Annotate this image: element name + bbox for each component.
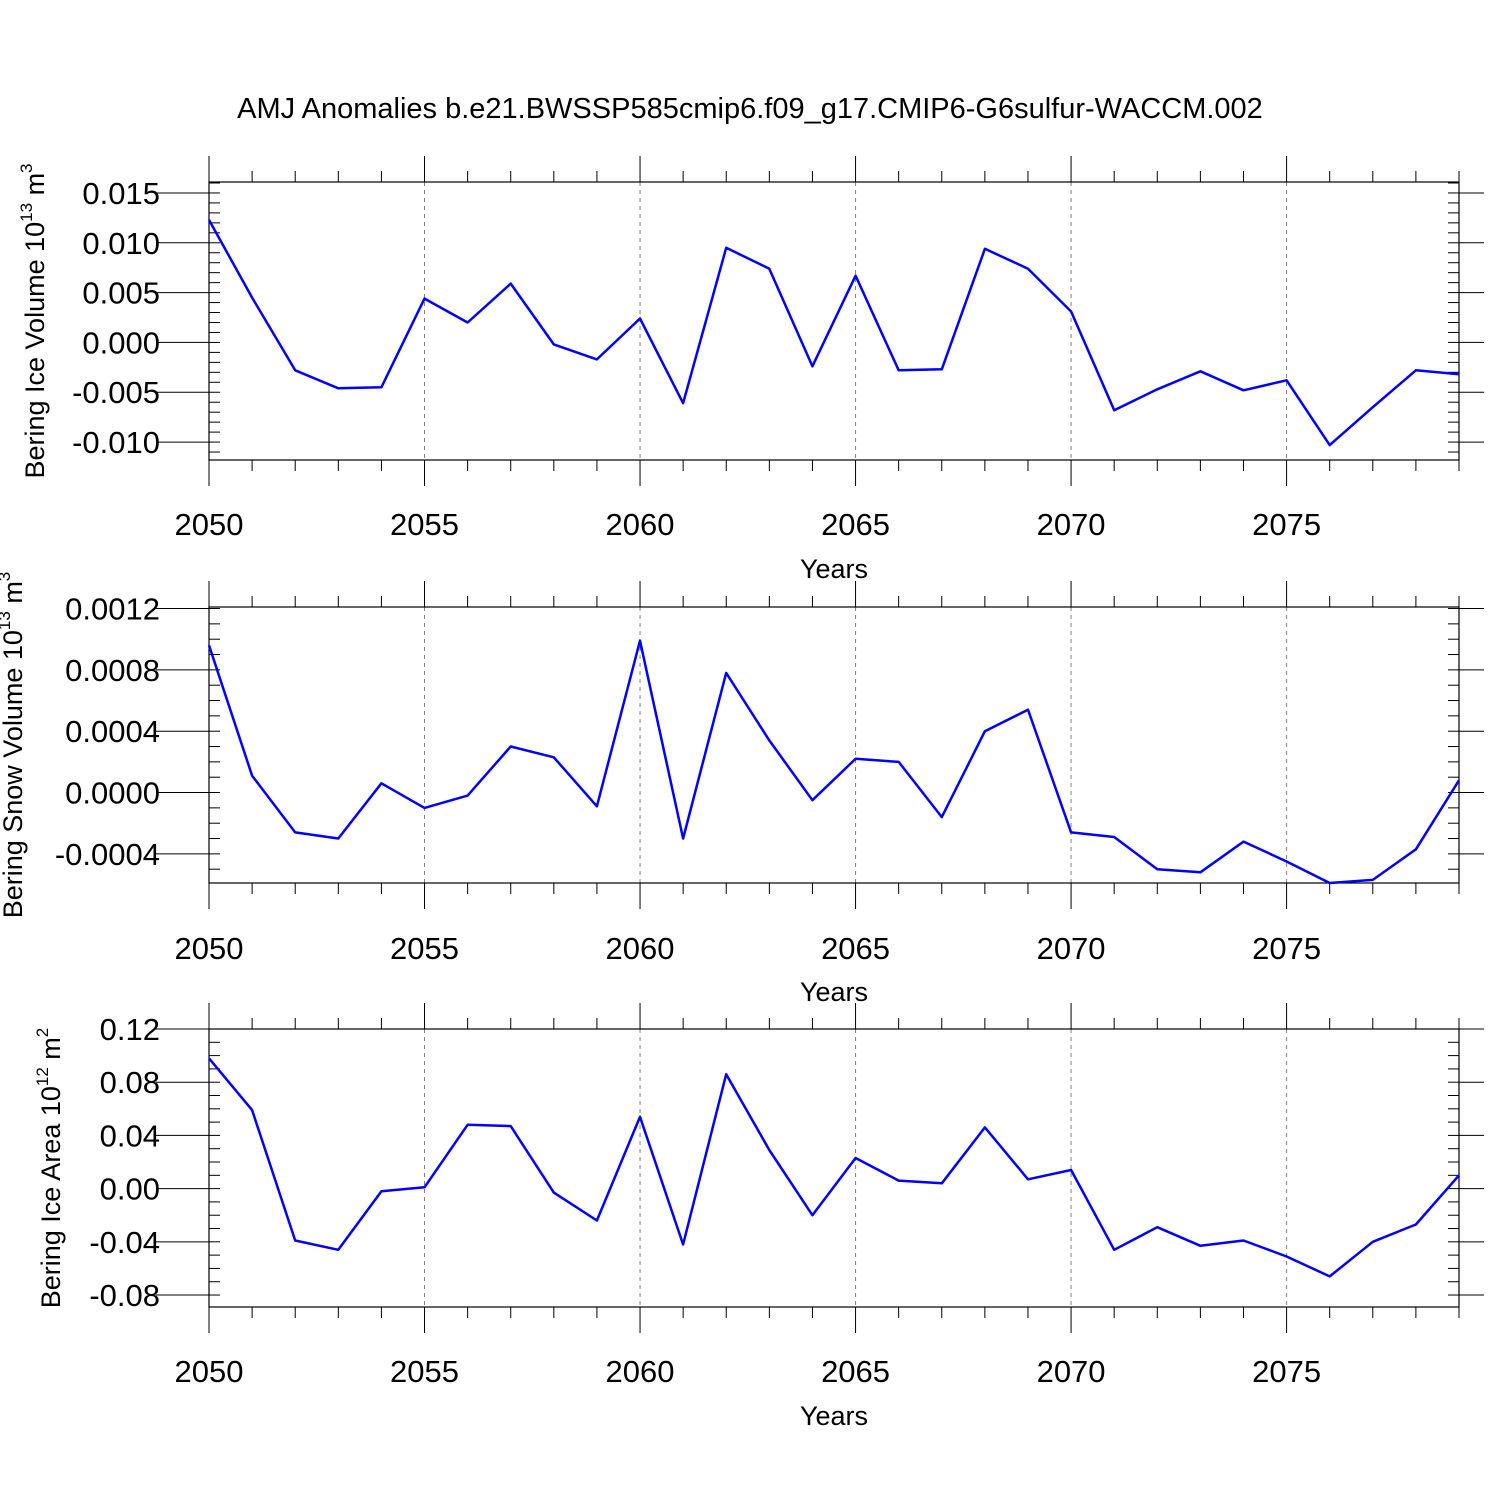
- y-axis-title-unit: m: [0, 581, 28, 611]
- y-axis-title: Bering Snow Volume 1013 m3: [0, 572, 28, 919]
- x-tick-label: 2070: [1037, 1354, 1106, 1389]
- y-axis-title-unit-exponent: 3: [0, 572, 14, 581]
- x-tick-label: 2065: [821, 1354, 890, 1389]
- y-axis-title-unit: m: [36, 1037, 66, 1067]
- x-tick-label: 2055: [390, 507, 459, 542]
- x-tick-label: 2055: [390, 931, 459, 966]
- x-tick-label: 2065: [821, 931, 890, 966]
- figure-title: AMJ Anomalies b.e21.BWSSP585cmip6.f09_g1…: [237, 93, 1263, 125]
- y-axis-title-exponent: 12: [33, 1067, 52, 1086]
- x-tick-label: 2075: [1252, 507, 1321, 542]
- x-tick-label: 2050: [175, 507, 244, 542]
- x-tick-label: 2070: [1037, 931, 1106, 966]
- y-tick-label: 0.00: [100, 1172, 160, 1207]
- y-tick-label: 0.010: [82, 226, 160, 261]
- y-tick-label: 0.0008: [65, 653, 160, 688]
- y-axis-title-exponent: 13: [17, 203, 36, 222]
- y-tick-label: 0.0004: [65, 714, 160, 749]
- x-tick-label: 2075: [1252, 1354, 1321, 1389]
- y-tick-label: 0.04: [100, 1118, 160, 1153]
- y-tick-label: 0.005: [82, 276, 160, 311]
- x-tick-label: 2060: [606, 931, 675, 966]
- y-axis-title-text: Bering Ice Area 10: [36, 1086, 66, 1308]
- x-axis-title: Years: [800, 554, 868, 584]
- y-tick-label: 0.12: [100, 1012, 160, 1047]
- y-axis-title-unit-exponent: 2: [33, 1028, 52, 1037]
- x-tick-label: 2060: [606, 507, 675, 542]
- y-tick-label: 0.0012: [65, 592, 160, 627]
- x-axis-title: Years: [800, 977, 868, 1007]
- y-axis-title-unit-exponent: 3: [17, 163, 36, 172]
- y-axis-title-unit: m: [20, 173, 50, 203]
- plot-frame: [208, 181, 1460, 461]
- y-axis-title-exponent: 13: [0, 611, 14, 630]
- chart-panel-2: 0.0012 0.0008 0.0004 0.0000 -0.0004 2050 2055 2…: [0, 572, 1484, 1007]
- y-axis-title-text: Bering Ice Volume 10: [20, 222, 50, 479]
- y-tick-label: 0.08: [100, 1065, 160, 1100]
- y-tick-label: -0.08: [89, 1278, 160, 1313]
- x-tick-label: 2075: [1252, 931, 1321, 966]
- x-tick-label: 2050: [175, 931, 244, 966]
- y-tick-label: -0.010: [72, 425, 160, 460]
- series-line: [207, 639, 1461, 885]
- series-line: [207, 219, 1460, 447]
- y-axis-title-text: Bering Snow Volume 10: [0, 630, 28, 918]
- y-tick-label: -0.005: [72, 375, 160, 410]
- y-tick-label: 0.000: [82, 325, 160, 360]
- x-tick-label: 2060: [606, 1354, 675, 1389]
- plot-frame: [208, 606, 1460, 884]
- y-tick-label: 0.015: [82, 176, 160, 211]
- plot-frame: [208, 1028, 1460, 1308]
- y-tick-label: -0.0004: [55, 837, 160, 872]
- x-tick-label: 2050: [175, 1354, 244, 1389]
- chart-panel-1: 0.015 0.010 0.005 0.000 -0.005 -0.010 2050 2055…: [17, 156, 1484, 584]
- y-tick-label: 0.0000: [65, 776, 160, 811]
- x-tick-label: 2065: [821, 507, 890, 542]
- x-tick-label: 2055: [390, 1354, 459, 1389]
- y-axis-title: Bering Ice Area 1012 m2: [33, 1028, 66, 1309]
- y-tick-label: -0.04: [89, 1225, 160, 1260]
- series-line: [208, 1057, 1460, 1278]
- y-axis-title: Bering Ice Volume 1013 m3: [17, 163, 50, 478]
- chart-panel-3: 0.12 0.08 0.04 0.00 -0.04 -0.08 2050 2055 2060 20…: [33, 1003, 1484, 1431]
- x-axis-title: Years: [800, 1401, 868, 1431]
- chart-panels: 0.015 0.010 0.005 0.000 -0.005 -0.010 2050 2055…: [0, 156, 1484, 1431]
- x-tick-label: 2070: [1037, 507, 1106, 542]
